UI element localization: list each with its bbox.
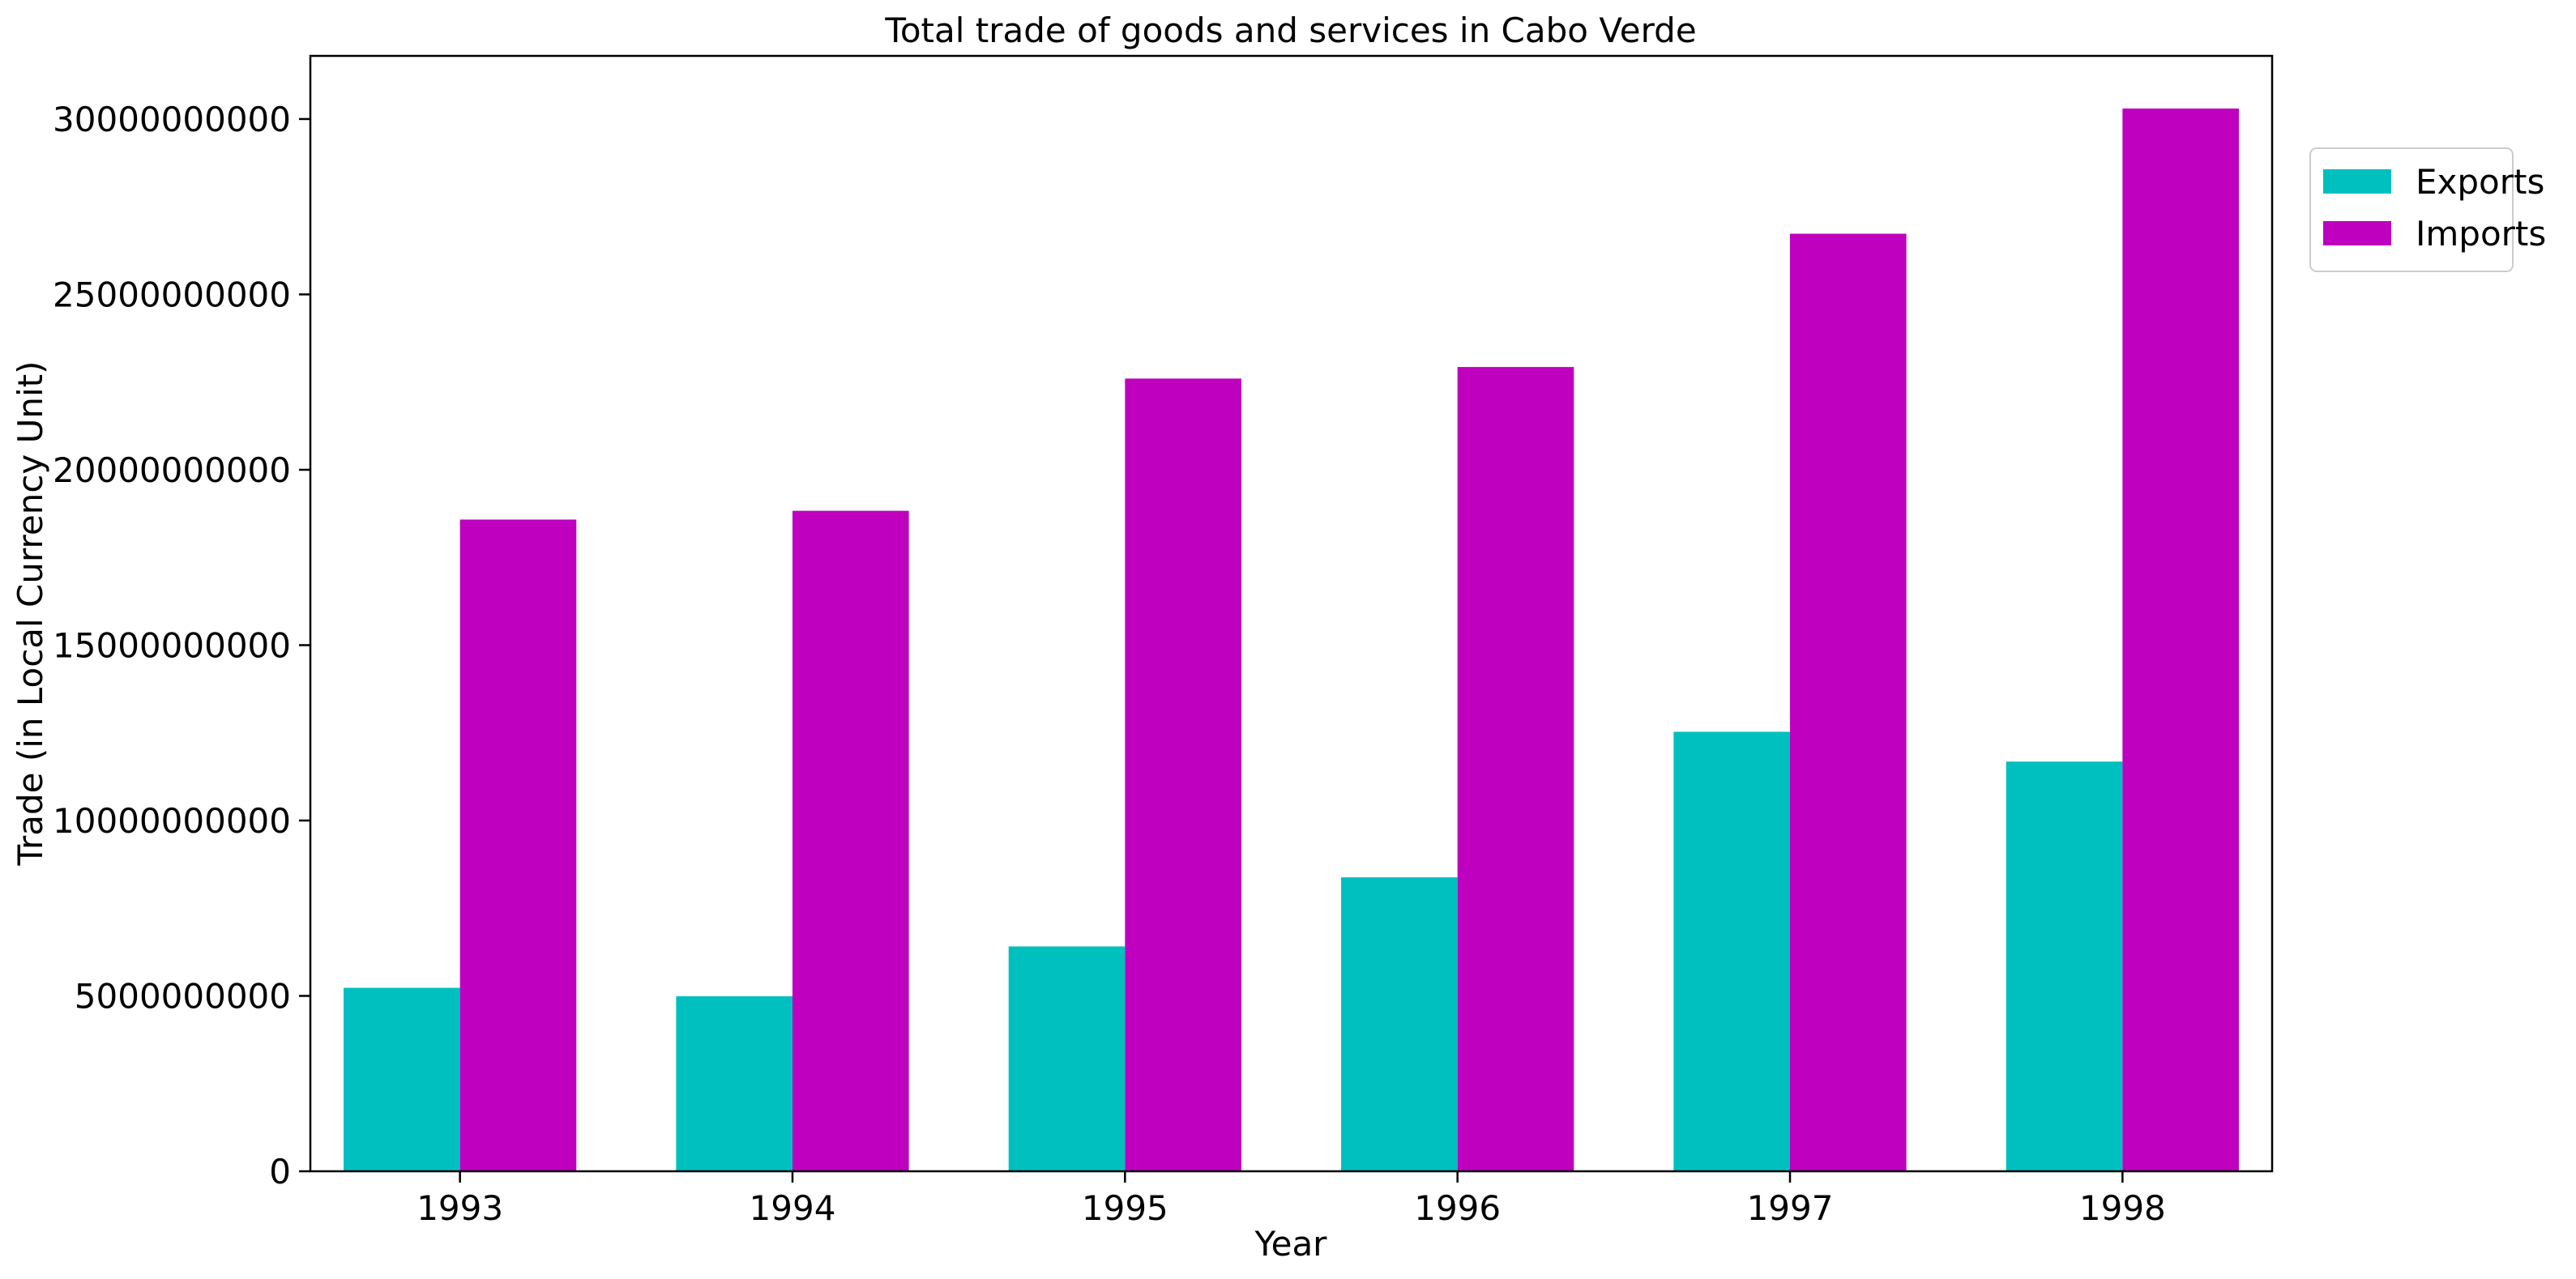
x-axis-label: Year [1254,1224,1328,1264]
bar-exports-1996 [1341,877,1458,1171]
x-tick-label: 1996 [1414,1188,1501,1228]
y-tick-label: 25000000000 [53,275,291,314]
y-axis: 0 5000000000 10000000000 15000000000 2000000… [53,100,310,1192]
chart-title: Total trade of goods and services in Cab… [884,11,1696,50]
x-tick-label: 1994 [750,1188,836,1228]
bar-imports-1993 [459,519,577,1171]
y-tick-label: 30000000000 [53,100,291,139]
legend-label-imports: Imports [2416,214,2546,254]
bar-exports-1994 [676,995,792,1171]
x-tick-label: 1995 [1082,1188,1168,1228]
bar-exports-1997 [1673,731,1791,1171]
legend-label-exports: Exports [2416,162,2544,202]
bar-imports-1997 [1790,233,1907,1172]
bars-group [344,108,2239,1172]
bar-imports-1998 [2122,108,2239,1171]
y-tick-label: 20000000000 [53,450,291,490]
bar-exports-1993 [344,987,460,1171]
bar-imports-1994 [792,510,909,1171]
x-tick-label: 1993 [417,1188,503,1228]
bar-imports-1995 [1125,378,1241,1172]
y-axis-label: Trade (in Local Currency Unit) [11,360,50,866]
y-tick-label: 0 [269,1152,291,1192]
bar-exports-1998 [2006,761,2123,1171]
x-axis: 1993 1994 1995 1996 1997 1998 [417,1171,2166,1228]
legend-swatch-exports [2323,169,2391,194]
x-tick-label: 1998 [2079,1188,2166,1228]
y-tick-label: 5000000000 [75,976,291,1016]
y-tick-label: 15000000000 [53,625,291,665]
legend: Exports Imports [2309,147,2546,272]
y-tick-label: 10000000000 [53,801,291,841]
legend-swatch-imports [2323,221,2391,245]
bar-imports-1996 [1457,367,1574,1171]
bar-exports-1995 [1008,946,1126,1171]
plot-area-frame [309,54,2274,1173]
x-tick-label: 1997 [1747,1188,1834,1228]
